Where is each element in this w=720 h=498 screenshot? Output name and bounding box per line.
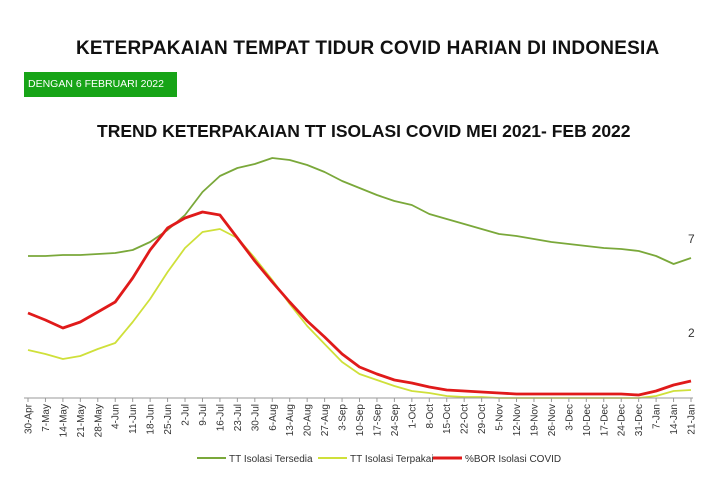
chart-title: TREND KETERPAKAIAN TT ISOLASI COVID MEI …	[97, 121, 631, 141]
x-tick-label: 30-Apr	[24, 403, 35, 434]
x-tick-label: 7-Jan	[652, 404, 663, 429]
x-tick-label: 21-May	[76, 404, 87, 437]
x-tick-label: 7-May	[41, 404, 52, 432]
x-tick-label: 18-Jun	[146, 404, 157, 435]
legend-label-terpakai: TT Isolasi Terpakai	[350, 454, 434, 465]
series-line-bor	[27, 210, 692, 397]
x-tick-label: 30-Jul	[250, 404, 261, 431]
x-tick-label: 23-Jul	[233, 404, 244, 431]
x-tick-label: 5-Nov	[495, 404, 506, 431]
x-axis-ticks: 30-Apr 7-May 14-May 21-May 28-May 4-Jun 11-Jun…	[24, 398, 698, 437]
x-tick-label: 2-Jul	[181, 404, 192, 426]
x-tick-label: 17-Dec	[599, 404, 610, 436]
date-badge: DENGAN 6 FEBRUARI 2022	[24, 72, 177, 97]
x-tick-label: 11-Jun	[128, 404, 139, 434]
x-tick-label: 25-Jun	[163, 404, 174, 435]
chart-legend: TT Isolasi Tersedia TT Isolasi Terpakai …	[197, 454, 561, 465]
x-tick-label: 9-Jul	[198, 404, 209, 426]
x-tick-label: 14-May	[58, 404, 69, 437]
series-layer	[27, 157, 692, 399]
x-tick-label: 12-Nov	[512, 404, 523, 436]
series-line-terpakai	[27, 228, 692, 399]
right-axis-label-lower: 2	[688, 326, 695, 340]
x-tick-label: 8-Oct	[425, 404, 436, 429]
x-tick-label: 19-Nov	[529, 404, 540, 436]
x-tick-label: 22-Oct	[460, 404, 471, 434]
x-tick-label: 27-Aug	[320, 404, 331, 436]
x-tick-label: 14-Jan	[669, 404, 680, 435]
x-tick-label: 24-Sep	[390, 404, 401, 437]
x-tick-label: 10-Dec	[582, 404, 593, 436]
x-tick-label: 26-Nov	[547, 404, 558, 436]
right-axis-label-upper: 7	[688, 232, 695, 246]
x-tick-label: 4-Jun	[111, 404, 122, 429]
legend-label-tersedia: TT Isolasi Tersedia	[229, 454, 313, 465]
x-tick-label: 10-Sep	[355, 404, 366, 437]
x-tick-label: 3-Sep	[338, 404, 349, 431]
x-tick-label: 3-Dec	[564, 404, 575, 431]
x-tick-label: 31-Dec	[634, 404, 645, 436]
x-tick-label: 28-May	[93, 404, 104, 437]
x-tick-label: 1-Oct	[407, 404, 418, 429]
legend-label-bor: %BOR Isolasi COVID	[465, 454, 561, 465]
x-tick-label: 20-Aug	[303, 404, 314, 436]
series-line-tersedia	[28, 157, 692, 265]
x-tick-label: 24-Dec	[617, 404, 628, 436]
page-title: KETERPAKAIAN TEMPAT TIDUR COVID HARIAN D…	[76, 38, 660, 59]
x-tick-label: 17-Sep	[372, 404, 383, 437]
x-tick-label: 16-Jul	[215, 404, 226, 431]
x-tick-label: 21-Jan	[687, 404, 698, 435]
x-tick-label: 6-Aug	[268, 404, 279, 431]
x-tick-label: 29-Oct	[477, 404, 488, 434]
x-tick-label: 13-Aug	[285, 404, 296, 436]
x-tick-label: 15-Oct	[442, 404, 453, 434]
